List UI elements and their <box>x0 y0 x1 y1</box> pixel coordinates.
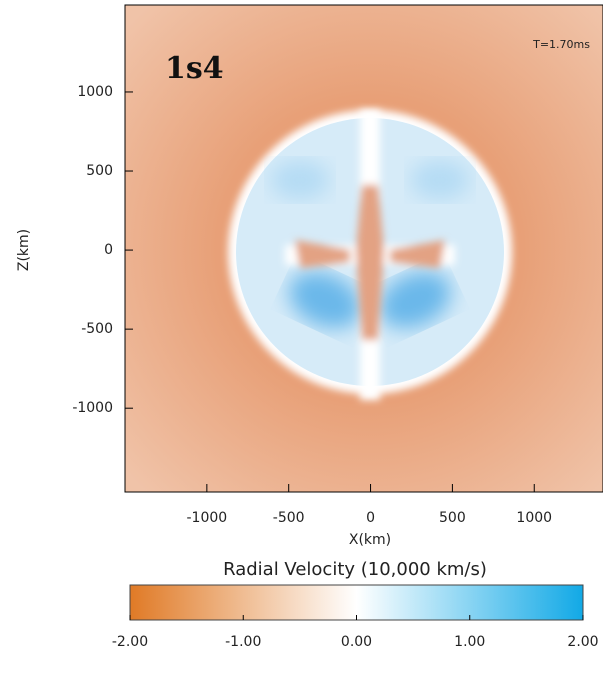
x-tick-label: 0 <box>366 510 375 526</box>
y-axis-label: Z(km) <box>16 229 32 271</box>
time-label: T=1.70ms <box>532 38 590 51</box>
run-label: 1s4 <box>165 51 224 86</box>
colorbar <box>129 584 584 621</box>
plot-frame <box>124 4 603 493</box>
x-tick-label: -500 <box>273 510 305 526</box>
field <box>125 5 603 492</box>
colorbar-tick-label: 2.00 <box>567 634 598 650</box>
colorbar-tick-label: 1.00 <box>454 634 485 650</box>
colorbar-tick-label: 0.00 <box>341 634 372 650</box>
y-tick-label: 500 <box>86 163 113 179</box>
colorbar-tick-label: -2.00 <box>112 634 148 650</box>
y-tick-label: 1000 <box>77 84 113 100</box>
x-tick-label: 1000 <box>516 510 552 526</box>
x-tick-label: 500 <box>439 510 466 526</box>
x-tick-label: -1000 <box>187 510 228 526</box>
colorbar-label: Radial Velocity (10,000 km/s) <box>223 559 487 580</box>
colorbar-tick-label: -1.00 <box>225 634 261 650</box>
y-tick-label: 0 <box>104 242 113 258</box>
y-tick-label: -1000 <box>72 400 113 416</box>
x-axis-label: X(km) <box>349 532 391 548</box>
y-tick-label: -500 <box>81 321 113 337</box>
